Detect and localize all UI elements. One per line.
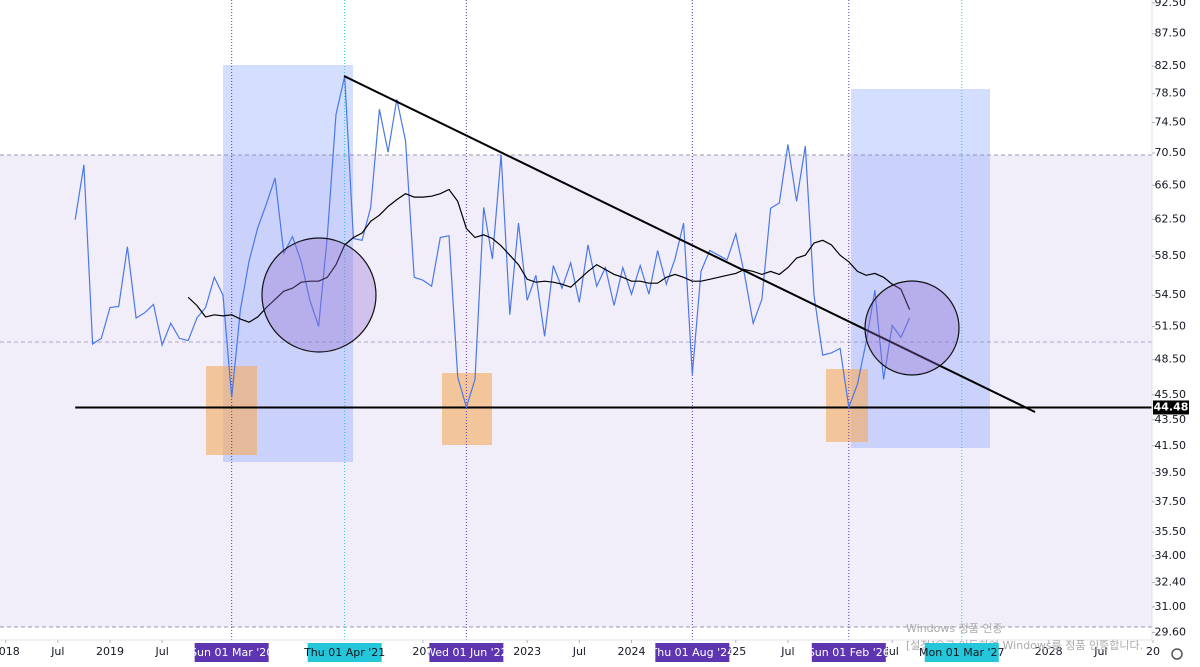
marker-label: Sun 01 Feb '26 — [808, 646, 890, 659]
marker-label: Wed 01 Jun '22 — [425, 646, 508, 659]
marker-label: Thu 01 Aug '24 — [650, 646, 735, 659]
level-label-box — [1153, 400, 1189, 415]
y-tick-label: 35.50 — [1155, 525, 1187, 538]
trend-line — [343, 75, 1036, 413]
y-tick-label: 37.50 — [1155, 495, 1187, 508]
y-tick-label: 74.50 — [1155, 116, 1187, 129]
support-box — [442, 373, 492, 445]
x-tick-label: 2024 — [617, 645, 645, 658]
marker-label: Mon 01 Mar '27 — [919, 646, 1004, 659]
series-line — [187, 188, 911, 323]
settings-icon[interactable] — [1171, 648, 1183, 660]
marker-label: Thu 01 Apr '21 — [303, 646, 385, 659]
y-tick-label: 32.40 — [1155, 576, 1187, 589]
x-tick-label: Jul — [155, 645, 169, 658]
y-axis-area — [1152, 0, 1200, 667]
y-tick-label: 31.00 — [1155, 600, 1187, 613]
y-tick-label: 45.50 — [1155, 388, 1187, 401]
y-tick-label: 51.50 — [1155, 320, 1187, 333]
y-tick-label: 41.50 — [1155, 439, 1187, 452]
y-tick-label: 78.50 — [1155, 87, 1187, 100]
y-tick-label: 70.50 — [1155, 146, 1187, 159]
y-tick-label: 43.50 — [1155, 413, 1187, 426]
series-line — [74, 76, 911, 410]
marker-badge — [307, 643, 382, 662]
marker-badge — [194, 643, 269, 662]
x-tick-label: 2018 — [0, 645, 20, 658]
x-tick-label: 2023 — [513, 645, 541, 658]
y-tick-label: 34.00 — [1155, 549, 1187, 562]
support-box — [826, 369, 868, 442]
x-tick-label: Jul — [572, 645, 586, 658]
y-tick-label: 54.50 — [1155, 288, 1187, 301]
y-tick-label: 87.50 — [1155, 27, 1187, 40]
marker-badge — [655, 643, 730, 662]
x-tick-label: 2019 — [96, 645, 124, 658]
x-tick-label: Jul — [50, 645, 64, 658]
y-tick-label: 58.50 — [1155, 249, 1187, 262]
marker-badge — [429, 643, 504, 662]
x-tick-label: 025 — [725, 645, 746, 658]
range-band — [0, 155, 1152, 627]
y-tick-label: 92.50 — [1155, 0, 1187, 9]
y-tick-label: 66.50 — [1155, 178, 1187, 191]
x-tick-label: 20 — [1146, 645, 1160, 658]
zone-box — [851, 89, 990, 448]
x-tick-label: 202 — [412, 645, 433, 658]
watermark: Windows 정품 인증 — [906, 622, 1003, 635]
x-tick-label: Jul — [885, 645, 899, 658]
x-tick-label: Jul — [1093, 645, 1107, 658]
marker-label: Sun 01 Mar '20 — [190, 646, 273, 659]
highlight-circle — [864, 280, 960, 376]
x-tick-label: 2028 — [1035, 645, 1063, 658]
y-tick-label: 82.50 — [1155, 59, 1187, 72]
support-box — [206, 366, 257, 455]
marker-badge — [924, 643, 999, 662]
level-label: 44.48 — [1154, 400, 1189, 413]
y-tick-label: 39.50 — [1155, 466, 1187, 479]
y-tick-label: 29.60 — [1155, 625, 1187, 638]
x-tick-label: Jul — [780, 645, 794, 658]
marker-badge — [811, 643, 886, 662]
plot — [74, 0, 1152, 640]
highlight-circle — [261, 237, 377, 353]
y-tick-label: 62.50 — [1155, 213, 1187, 226]
y-tick-label: 48.50 — [1155, 353, 1187, 366]
